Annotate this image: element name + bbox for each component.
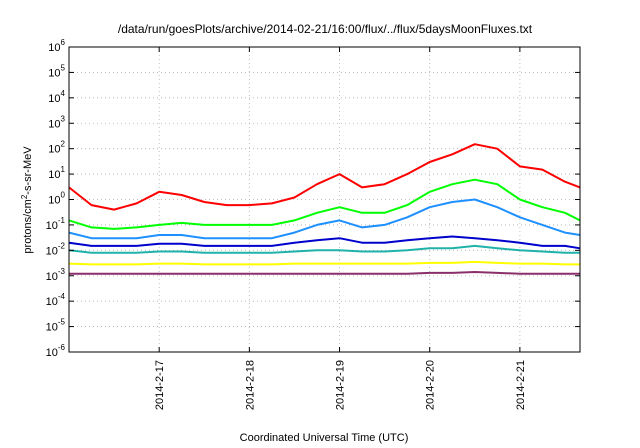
y-tick-label-base: 10 xyxy=(46,220,58,232)
y-tick-label: 102 xyxy=(48,140,65,156)
y-tick-label: 10-5 xyxy=(46,318,66,334)
y-tick-label-base: 10 xyxy=(48,144,60,156)
y-tick-label: 10-6 xyxy=(46,343,66,359)
y-tick-label-base: 10 xyxy=(46,271,58,283)
y-tick-label-exp: -3 xyxy=(58,267,66,276)
y-axis-label-sup: 2 xyxy=(20,194,29,199)
y-tick-label: 10-2 xyxy=(46,241,66,257)
series-line-1 xyxy=(68,143,581,211)
y-tick-label: 10-4 xyxy=(46,292,66,308)
y-tick-label: 101 xyxy=(48,165,65,181)
y-axis: 10-610-510-410-310-210-11001011021031041… xyxy=(46,38,580,359)
x-axis: 2014-2-17 2014-2-18 2014-2-19 2014-2-20 2014… xyxy=(154,47,527,410)
series-layer xyxy=(68,143,581,275)
chart-title: /data/run/goesPlots/archive/2014-02-21/1… xyxy=(118,22,533,36)
y-tick-label-exp: 6 xyxy=(61,38,66,47)
y-tick-label-base: 10 xyxy=(48,195,60,207)
x-tick-label: 2014-2-21 xyxy=(515,360,527,410)
y-tick-label-base: 10 xyxy=(48,118,60,130)
y-tick-label: 10-1 xyxy=(46,216,66,232)
y-tick-label-base: 10 xyxy=(46,322,58,334)
series-line-4 xyxy=(68,235,581,250)
series-line-3 xyxy=(68,198,581,240)
y-tick-label-exp: 5 xyxy=(61,63,66,72)
y-tick-label-exp: -4 xyxy=(58,292,66,301)
y-tick-label: 105 xyxy=(48,63,65,79)
y-tick-label-base: 10 xyxy=(48,42,60,54)
y-tick-label-base: 10 xyxy=(48,67,60,79)
y-tick-label: 10-3 xyxy=(46,267,66,283)
y-tick-label-exp: 1 xyxy=(61,165,66,174)
series-line-5 xyxy=(68,244,580,254)
y-tick-label-exp: 3 xyxy=(61,114,66,123)
y-tick-label: 103 xyxy=(48,114,65,130)
y-tick-label-base: 10 xyxy=(46,296,58,308)
y-tick-label-base: 10 xyxy=(48,93,60,105)
x-tick-label: 2014-2-20 xyxy=(425,360,437,410)
y-axis-label: protons/cm2-s-sr-MeV xyxy=(20,146,35,254)
x-tick-label: 2014-2-17 xyxy=(154,360,166,410)
y-tick-label-exp: 4 xyxy=(61,89,66,98)
x-tick-label: 2014-2-18 xyxy=(244,360,256,410)
series-line-7 xyxy=(69,271,580,275)
y-tick-label-exp: -5 xyxy=(58,318,66,327)
y-tick-label-exp: 2 xyxy=(61,140,66,149)
y-tick-label-base: 10 xyxy=(46,347,58,359)
y-tick-label-base: 10 xyxy=(46,245,58,257)
series-line-2 xyxy=(68,178,581,230)
y-axis-label-base: protons/cm xyxy=(22,199,34,253)
y-tick-label-base: 10 xyxy=(48,169,60,181)
y-tick-label-exp: -6 xyxy=(58,343,66,352)
y-axis-label-tail: -s-sr-MeV xyxy=(22,146,34,195)
y-tick-label-exp: 0 xyxy=(61,191,66,200)
y-tick-label: 104 xyxy=(48,89,65,105)
y-tick-label-exp: -1 xyxy=(58,216,66,225)
x-tick-label: 2014-2-19 xyxy=(335,360,347,410)
y-tick-label: 100 xyxy=(48,191,65,207)
y-tick-label: 106 xyxy=(48,38,65,54)
x-axis-label: Coordinated Universal Time (UTC) xyxy=(240,432,409,444)
y-tick-label-exp: -2 xyxy=(58,241,66,250)
series-line-6 xyxy=(68,260,580,266)
